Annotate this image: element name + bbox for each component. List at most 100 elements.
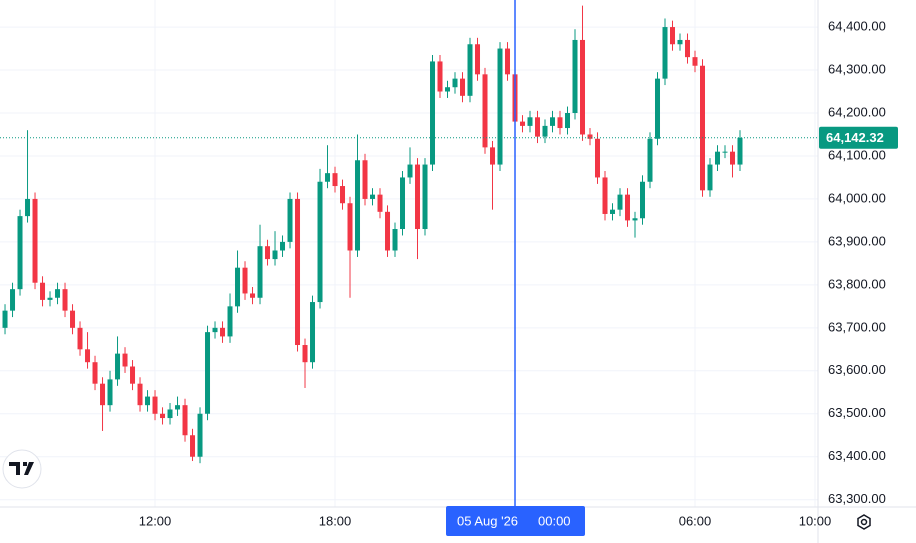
candle-body	[430, 61, 436, 165]
crosshair-time: 00:00	[538, 513, 571, 528]
candle-body	[242, 267, 248, 294]
candle-body	[407, 164, 413, 178]
tradingview-logo[interactable]	[2, 449, 42, 489]
logo-mark	[9, 462, 34, 475]
candle-body	[167, 409, 173, 419]
candle-body	[497, 48, 503, 165]
candle-body	[670, 27, 676, 45]
y-tick-label: 64,300.00	[828, 61, 886, 76]
x-tick-label: 12:00	[139, 513, 172, 528]
y-tick-label: 63,700.00	[828, 319, 886, 334]
y-tick-label: 64,400.00	[828, 19, 886, 34]
x-tick-label: 18:00	[319, 513, 352, 528]
grid	[0, 0, 818, 507]
candle-body	[227, 306, 233, 337]
candle-body	[152, 396, 158, 414]
candle-body	[452, 78, 458, 88]
candle-body	[190, 435, 196, 457]
last-price-label: 64,142.32	[826, 130, 884, 145]
candle-body	[17, 216, 23, 290]
y-tick-label: 64,100.00	[828, 147, 886, 162]
candle-body	[482, 74, 488, 148]
candle-body	[325, 173, 331, 182]
candle-body	[625, 194, 631, 221]
candle-body	[730, 151, 736, 165]
candle-body	[175, 405, 181, 410]
candle-body	[205, 332, 211, 414]
candle-body	[677, 39, 683, 45]
candle-body	[362, 160, 368, 199]
candle-body	[70, 310, 76, 328]
candle-body	[475, 44, 481, 75]
crosshair-date: 05 Aug '26	[457, 513, 518, 528]
candle-body	[535, 117, 541, 137]
candle-body	[10, 289, 16, 311]
candle-body	[317, 181, 323, 303]
candle-body	[632, 218, 638, 221]
candle-body	[722, 151, 728, 153]
y-tick-label: 64,000.00	[828, 190, 886, 205]
y-tick-label: 63,900.00	[828, 233, 886, 248]
candle-body	[505, 48, 511, 75]
y-tick-label: 63,400.00	[828, 448, 886, 463]
settings-icon	[857, 514, 871, 530]
candle-body	[212, 327, 218, 333]
candle-body	[422, 164, 428, 230]
candle-body	[550, 117, 556, 126]
candle-body	[595, 138, 601, 178]
candle-body	[92, 362, 98, 384]
candle-body	[122, 353, 128, 367]
y-tick-label: 63,800.00	[828, 276, 886, 291]
last-price-box	[819, 126, 898, 149]
candle-body	[385, 211, 391, 251]
candle-body	[272, 250, 278, 260]
candle-body	[137, 383, 143, 406]
candle-body	[265, 246, 271, 260]
candle-body	[655, 78, 661, 139]
candle-body	[572, 39, 578, 114]
candle-body	[647, 138, 653, 182]
settings-icon-center	[860, 518, 868, 526]
candle-body	[715, 151, 721, 165]
candle-body	[610, 209, 616, 214]
candle-body	[32, 198, 38, 283]
candle-body	[280, 241, 286, 251]
candle-body	[400, 177, 406, 230]
candle-body	[460, 78, 466, 96]
candle-body	[100, 383, 106, 406]
candle-body	[2, 310, 8, 328]
candle-body	[47, 297, 53, 300]
y-tick-label: 64,200.00	[828, 104, 886, 119]
candle-body	[580, 39, 586, 135]
candle-body	[332, 173, 338, 187]
candle-body	[700, 65, 706, 191]
candle-body	[197, 413, 203, 457]
y-tick-label: 63,500.00	[828, 405, 886, 420]
candle-body	[257, 246, 263, 298]
candle-body	[77, 327, 83, 350]
candle-body	[692, 57, 698, 66]
candle-body	[347, 203, 353, 251]
plot-area	[2, 5, 743, 464]
candle-body	[182, 405, 188, 436]
x-tick-label: 06:00	[679, 513, 712, 528]
candle-body	[370, 194, 376, 199]
candle-body	[25, 198, 31, 217]
candle-body	[115, 353, 121, 380]
candle-body	[392, 229, 398, 251]
candle-body	[107, 379, 113, 406]
candle-body	[602, 177, 608, 214]
settings-button[interactable]	[857, 514, 871, 530]
candle-body	[565, 113, 571, 129]
candle-body	[490, 147, 496, 165]
candle-body	[737, 137, 743, 165]
candle-body	[437, 61, 443, 92]
candle-body	[40, 282, 46, 300]
candle-body	[377, 194, 383, 212]
candle-body	[55, 289, 61, 298]
candle-body	[302, 345, 308, 363]
crosshair-time-box	[446, 506, 586, 536]
candle-body	[542, 125, 548, 137]
candle-body	[85, 349, 91, 363]
